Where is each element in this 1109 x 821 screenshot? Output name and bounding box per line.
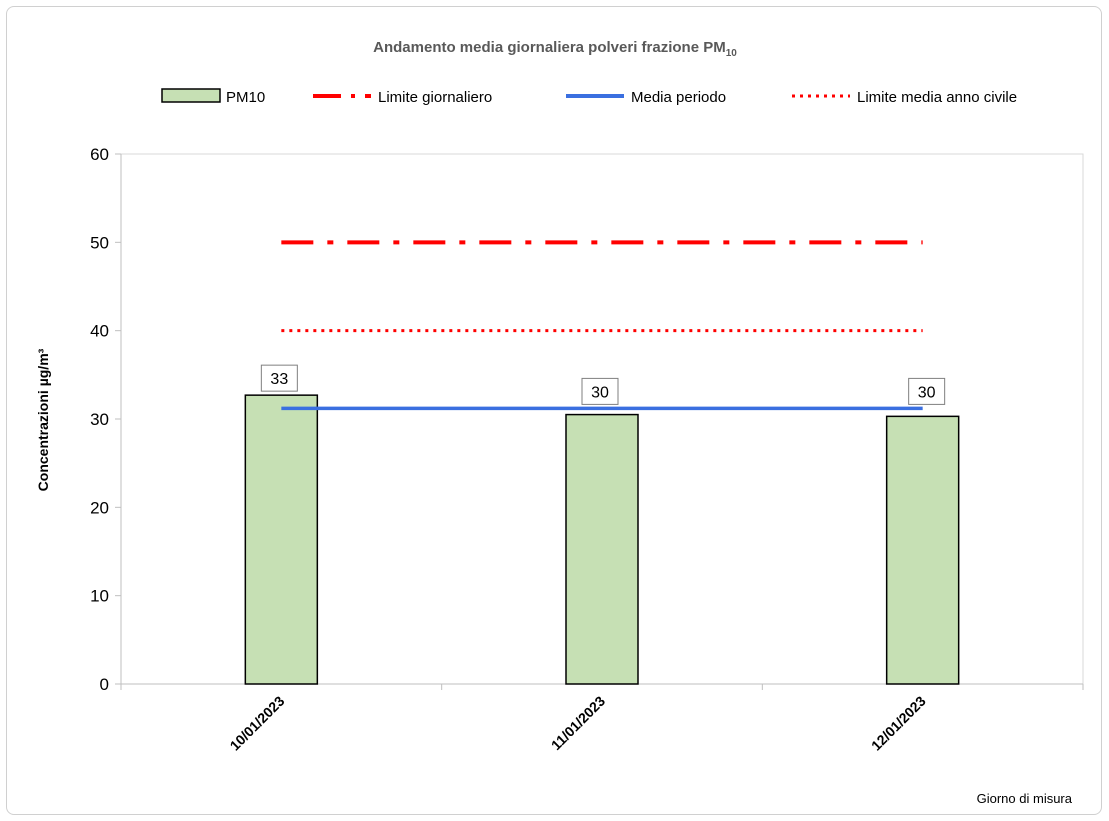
legend-item-mean: Media periodo xyxy=(566,89,726,106)
y-tick-label: 10 xyxy=(90,587,109,606)
legend-item-daily-limit: Limite giornaliero xyxy=(313,89,492,106)
legend: PM10 Limite giornaliero Media periodo Limit… xyxy=(161,88,1017,106)
y-tick-label: 0 xyxy=(100,675,109,694)
x-axis-label: Giorno di misura xyxy=(977,791,1073,806)
data-label-box xyxy=(260,364,298,392)
chart-title-main: Andamento media giornaliera polveri fraz… xyxy=(373,39,726,56)
data-labels: 33 30 30 xyxy=(260,364,946,405)
y-tick-label: 20 xyxy=(90,498,109,517)
y-axis: 0 10 20 30 40 50 60 xyxy=(90,145,122,694)
data-label-box xyxy=(908,377,946,405)
bar xyxy=(885,415,960,685)
x-axis: 10/01/2023 11/01/2023 12/01/2023 xyxy=(120,683,1084,754)
x-tick-label: 12/01/2023 xyxy=(868,693,929,754)
x-tick-label: 10/01/2023 xyxy=(227,693,288,754)
legend-label: PM10 xyxy=(226,89,265,106)
y-tick-label: 60 xyxy=(90,145,109,164)
bars xyxy=(244,394,960,685)
legend-label: Limite giornaliero xyxy=(378,89,492,106)
data-label: 33 xyxy=(270,371,288,388)
legend-item-pm10: PM10 xyxy=(161,88,265,106)
chart-title-subscript: 10 xyxy=(726,48,738,59)
y-axis-label: Concentrazioni µg/m³ xyxy=(35,348,51,491)
y-tick-label: 40 xyxy=(90,322,109,341)
data-label-box xyxy=(581,377,619,405)
y-tick-label: 50 xyxy=(90,233,109,252)
data-label: 30 xyxy=(591,384,609,401)
bar xyxy=(244,394,319,685)
legend-item-annual-limit: Limite media anno civile xyxy=(792,89,1017,106)
legend-swatch-bar xyxy=(161,88,221,103)
bar xyxy=(565,413,639,685)
reference-lines xyxy=(281,240,923,333)
data-label: 30 xyxy=(918,384,936,401)
legend-label: Media periodo xyxy=(631,89,726,106)
legend-label: Limite media anno civile xyxy=(857,89,1017,106)
chart-title: Andamento media giornaliera polveri fraz… xyxy=(373,39,737,59)
y-tick-label: 30 xyxy=(90,410,109,429)
x-tick-label: 11/01/2023 xyxy=(548,693,608,753)
